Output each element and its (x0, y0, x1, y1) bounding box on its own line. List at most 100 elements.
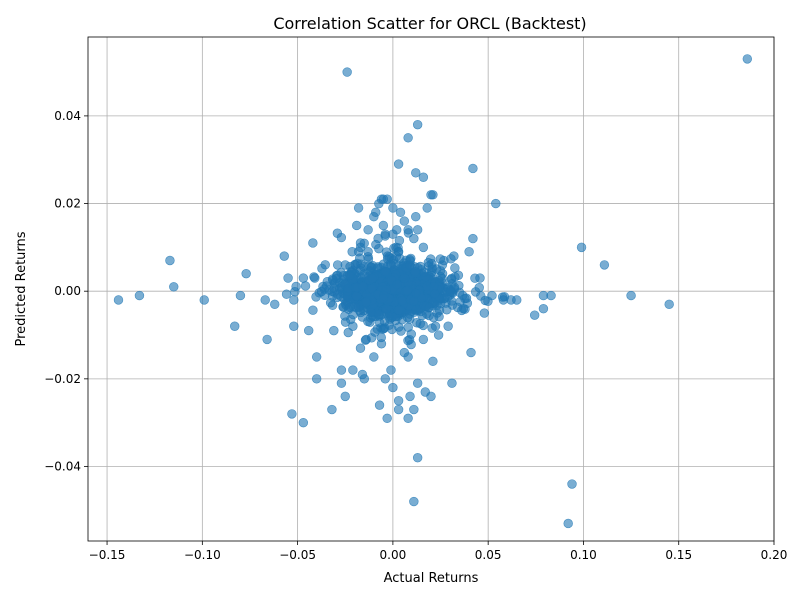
scatter-point (379, 323, 389, 334)
scatter-point (468, 233, 478, 244)
scatter-point (429, 288, 440, 299)
scatter-point (567, 479, 577, 489)
scatter-point (199, 295, 209, 305)
scatter-point (382, 413, 392, 423)
scatter-point (563, 518, 573, 529)
scatter-point (626, 290, 636, 301)
scatter-point (409, 496, 419, 507)
scatter-point (311, 374, 322, 384)
scatter-point (298, 417, 309, 428)
scatter-point (403, 133, 413, 143)
scatter-point (412, 225, 423, 235)
scatter-point (458, 304, 469, 314)
scatter-point (437, 260, 448, 270)
scatter-point (402, 286, 412, 296)
scatter-point (426, 391, 436, 402)
scatter-point (304, 325, 314, 336)
scatter-point (405, 391, 415, 402)
scatter-point (340, 317, 351, 327)
scatter-point (361, 297, 371, 308)
scatter-point (332, 228, 343, 238)
scatter-point (332, 289, 343, 299)
scatter-point (381, 304, 392, 314)
scatter-point (470, 273, 480, 283)
scatter-point (409, 233, 419, 244)
scatter-point (427, 323, 437, 333)
scatter-point (399, 273, 410, 283)
scatter-point (447, 378, 457, 388)
scatter-point (329, 325, 339, 336)
scatter-point (381, 247, 392, 257)
scatter-point (351, 302, 361, 313)
scatter-point (262, 334, 272, 345)
scatter-point (370, 327, 380, 337)
scatter-point (412, 119, 423, 130)
scatter-point (260, 295, 270, 305)
scatter-point (393, 396, 404, 406)
scatter-point (491, 198, 501, 209)
scatter-point (409, 296, 419, 306)
scatter-point (367, 283, 377, 294)
scatter-point (320, 260, 330, 270)
scatter-point (241, 268, 251, 279)
scatter-point (403, 322, 413, 332)
x-tick-label: −0.15 (89, 548, 126, 562)
scatter-point (388, 382, 398, 393)
scatter-point (365, 307, 376, 318)
scatter-point (287, 409, 297, 419)
scatter-point (393, 404, 404, 415)
scatter-point (382, 194, 392, 204)
scatter-point (422, 281, 432, 292)
scatter-point (443, 321, 453, 331)
scatter-point (310, 273, 320, 283)
y-axis-label: Predicted Returns (14, 231, 29, 346)
scatter-point (419, 267, 429, 277)
scatter-point (351, 291, 362, 301)
scatter-point (343, 327, 353, 338)
scatter-point (432, 300, 442, 310)
scatter-point (418, 334, 429, 345)
plot-frame (87, 36, 775, 542)
scatter-point (576, 242, 587, 253)
x-axis-ticks: −0.15 −0.10 −0.05 0.00 0.05 0.10 0.15 0.20 (89, 541, 787, 562)
scatter-point (311, 352, 322, 362)
scatter-point (424, 302, 434, 313)
grid (88, 37, 775, 541)
scatter-point (474, 282, 484, 293)
scatter-point (336, 378, 347, 388)
scatter-point (468, 163, 478, 174)
x-axis-label: Actual Returns (384, 571, 479, 586)
scatter-point (428, 356, 438, 367)
scatter-point (487, 290, 497, 301)
scatter-point (374, 309, 384, 319)
scatter-point (412, 453, 423, 463)
scatter-point (342, 67, 352, 77)
x-tick-label: 0.00 (380, 548, 407, 562)
scatter-point (355, 343, 366, 353)
y-tick-label: −0.02 (44, 372, 81, 386)
scatter-point (298, 273, 309, 283)
scatter-point (113, 295, 124, 305)
y-tick-label: 0.02 (54, 197, 81, 211)
scatter-point (394, 305, 404, 315)
scatter-point (546, 290, 556, 301)
scatter-point (283, 273, 293, 283)
x-tick-label: −0.05 (279, 548, 316, 562)
scatter-point (380, 266, 391, 277)
scatter-point (433, 330, 444, 340)
scatter-point (316, 286, 327, 297)
scatter-point (403, 413, 413, 423)
scatter-point (442, 305, 452, 315)
scatter-point (386, 260, 396, 270)
scatter-point (340, 391, 350, 402)
scatter-point (422, 203, 432, 213)
scatter-point (395, 207, 406, 218)
scatter-point (378, 220, 389, 231)
scatter-point (345, 270, 355, 281)
scatter-point (357, 312, 368, 322)
scatter-point (369, 352, 379, 362)
scatter-point (538, 304, 549, 314)
scatter-point (336, 365, 347, 375)
scatter-point (424, 310, 434, 321)
scatter-point (418, 172, 429, 182)
